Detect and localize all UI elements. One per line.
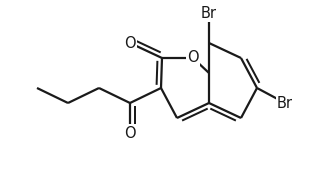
Text: O: O (187, 51, 199, 66)
Text: O: O (124, 125, 136, 140)
Text: Br: Br (201, 6, 217, 20)
Text: O: O (124, 35, 136, 51)
Text: Br: Br (277, 96, 293, 111)
